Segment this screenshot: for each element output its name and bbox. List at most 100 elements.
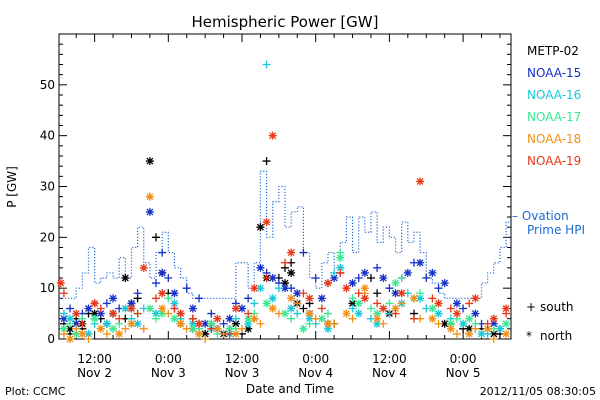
north-point (489, 319, 498, 328)
south-point (262, 274, 271, 282)
north-point (299, 324, 308, 333)
north-point (121, 304, 130, 313)
north-point (379, 304, 388, 313)
south-point (102, 299, 111, 308)
north-point (145, 304, 154, 313)
north-point (502, 304, 511, 313)
north-point (268, 304, 277, 313)
south-point (219, 319, 228, 328)
north-point (158, 304, 167, 313)
north-point (84, 329, 93, 338)
north-point (256, 263, 265, 272)
south-point (416, 289, 425, 298)
north-point (459, 319, 468, 328)
north-point (115, 329, 124, 338)
north-point (72, 319, 81, 328)
north-point (465, 324, 474, 333)
north-point (477, 329, 486, 338)
south-point (323, 309, 332, 318)
south-point (238, 324, 247, 333)
north-point (416, 294, 425, 303)
x-tick-label-time: 0:00 (302, 352, 329, 366)
north-point (287, 268, 296, 277)
north-point (281, 284, 289, 293)
south-point (373, 263, 382, 272)
north-point (244, 324, 253, 333)
y-tick-label: 30 (40, 180, 55, 194)
north-point (434, 309, 443, 318)
north-point (342, 309, 351, 318)
north-point (373, 319, 382, 328)
north-point (348, 299, 357, 308)
north-point (262, 299, 271, 308)
south-point (84, 335, 93, 343)
y-tick-label: 50 (40, 78, 55, 92)
south-point (293, 299, 302, 308)
north-point (195, 329, 204, 338)
north-point (231, 329, 240, 338)
north-point (489, 329, 498, 338)
north-point (360, 268, 369, 277)
north-point (145, 192, 154, 201)
north-point (127, 319, 136, 328)
south-point (59, 309, 68, 318)
north-point (428, 268, 437, 277)
north-point (188, 304, 197, 313)
north-point (305, 314, 314, 323)
north-point (397, 289, 406, 298)
south-point (78, 319, 87, 328)
north-point (78, 329, 87, 338)
north-point (323, 319, 332, 328)
south-point (250, 299, 259, 308)
south-point (434, 319, 443, 328)
north-point (268, 294, 277, 303)
north-point (373, 314, 382, 323)
north-point (348, 279, 357, 288)
north-point (440, 279, 449, 288)
north-point (90, 314, 99, 323)
north-point (336, 253, 345, 262)
legend-entry: NOAA-17 (527, 110, 581, 124)
south-point (66, 304, 75, 313)
marker-legend-label: north (540, 329, 572, 343)
south-point (317, 304, 326, 313)
north-point (56, 279, 65, 288)
north-point (170, 314, 179, 323)
south-point (409, 314, 418, 323)
north-point (102, 319, 111, 328)
ovation-hpi-line (59, 170, 511, 299)
south-point (188, 314, 197, 323)
north-point (213, 314, 222, 323)
south-point (348, 294, 357, 303)
north-point (195, 319, 204, 328)
south-point (397, 299, 406, 308)
north-point (391, 279, 400, 288)
x-tick-label-date: Nov 3 (151, 366, 186, 380)
south-point (483, 319, 492, 328)
south-point (164, 294, 173, 303)
x-tick-label-date: Nov 5 (446, 366, 481, 380)
marker-legend: + south * north (526, 300, 574, 343)
north-point (244, 314, 253, 323)
north-point (66, 335, 75, 343)
south-point (489, 335, 498, 343)
north-point (360, 284, 369, 293)
north-point (176, 319, 185, 328)
south-point (207, 309, 216, 318)
south-point (182, 324, 191, 333)
north-point (109, 294, 118, 303)
north-point (287, 248, 296, 257)
ovation-legend-line2: Prime HPI (527, 223, 585, 237)
north-point (354, 309, 363, 318)
north-point (354, 299, 363, 308)
legend-entry: NOAA-19 (527, 154, 581, 168)
south-point (452, 329, 461, 338)
south-point (397, 274, 406, 282)
south-point (471, 324, 480, 333)
south-point (115, 314, 124, 323)
north-point (109, 309, 118, 318)
south-point (274, 284, 283, 293)
south-point (152, 279, 161, 288)
south-point (459, 304, 468, 313)
north-point (465, 314, 474, 323)
